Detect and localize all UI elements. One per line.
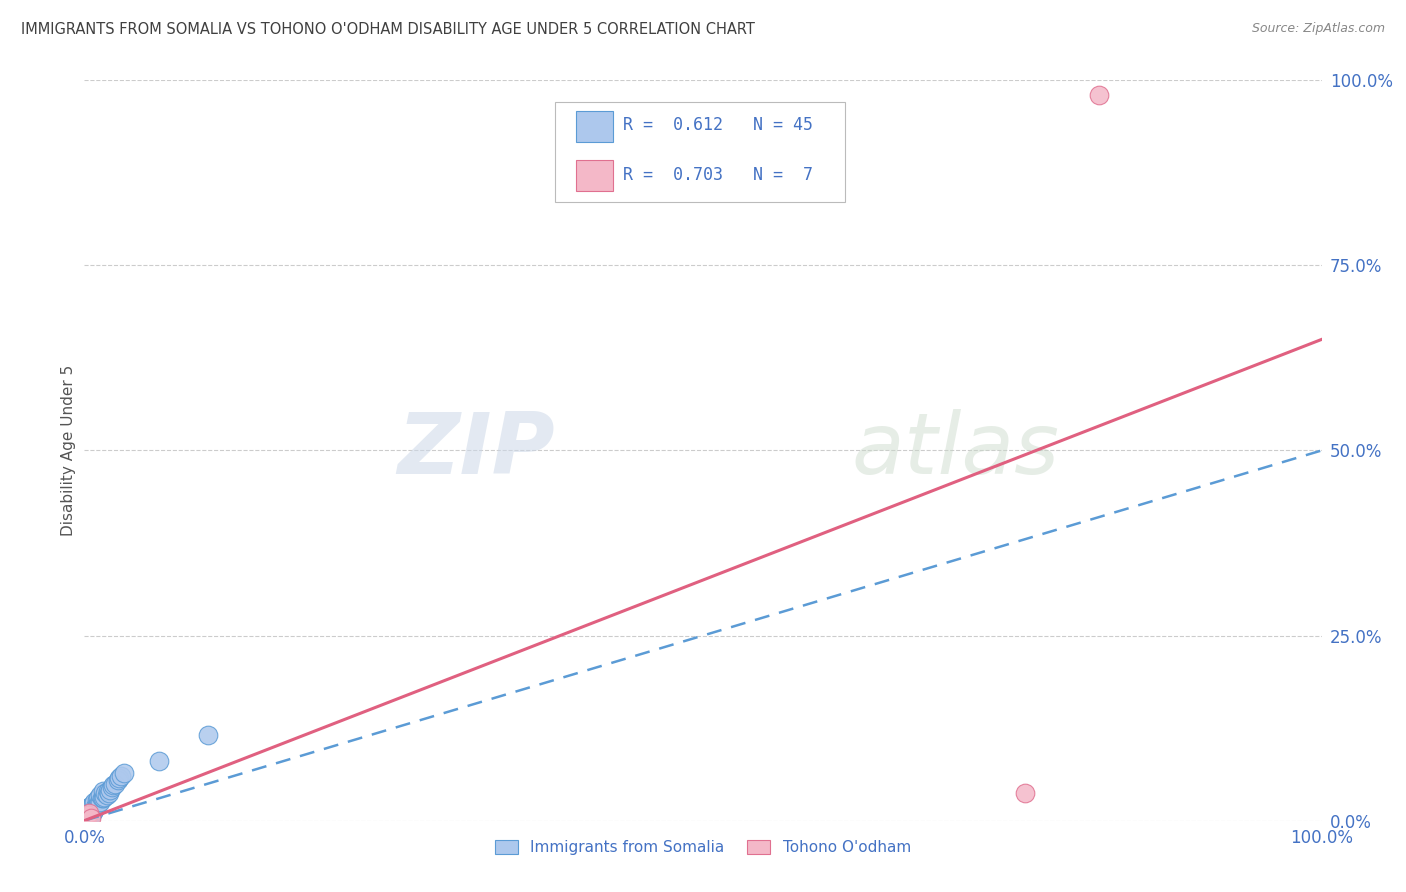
Point	[108, 771, 131, 785]
Point	[79, 807, 101, 822]
Text: Source: ZipAtlas.com: Source: ZipAtlas.com	[1251, 22, 1385, 36]
Point	[82, 805, 104, 819]
FancyBboxPatch shape	[575, 111, 613, 142]
Point	[75, 812, 97, 826]
Point	[93, 789, 115, 804]
Point	[76, 810, 98, 824]
Point	[79, 800, 101, 814]
Point	[79, 806, 101, 821]
FancyBboxPatch shape	[575, 161, 613, 191]
Point	[107, 772, 129, 787]
Point	[75, 812, 97, 826]
Point	[86, 798, 108, 813]
Point	[79, 798, 101, 813]
Point	[89, 788, 111, 802]
Point	[77, 808, 100, 822]
Point	[197, 729, 219, 743]
Point	[96, 788, 118, 802]
Point	[87, 791, 110, 805]
Point	[110, 769, 132, 783]
Text: IMMIGRANTS FROM SOMALIA VS TOHONO O'ODHAM DISABILITY AGE UNDER 5 CORRELATION CHA: IMMIGRANTS FROM SOMALIA VS TOHONO O'ODHA…	[21, 22, 755, 37]
Point	[89, 795, 111, 809]
Point	[80, 798, 103, 813]
Point	[87, 797, 110, 812]
Point	[79, 812, 101, 826]
Point	[79, 806, 101, 821]
Text: R =  0.612   N = 45: R = 0.612 N = 45	[623, 117, 813, 135]
Text: R =  0.703   N =  7: R = 0.703 N = 7	[623, 166, 813, 184]
Y-axis label: Disability Age Under 5: Disability Age Under 5	[60, 365, 76, 536]
Point	[90, 791, 112, 805]
Point	[84, 800, 107, 814]
Point	[91, 784, 114, 798]
FancyBboxPatch shape	[554, 103, 845, 202]
Point	[77, 807, 100, 822]
Point	[97, 784, 120, 798]
Point	[76, 807, 98, 822]
Point	[83, 795, 105, 809]
Point	[100, 780, 122, 795]
Point	[98, 785, 121, 799]
Text: atlas: atlas	[852, 409, 1060, 492]
Point	[80, 806, 103, 821]
Point	[76, 810, 98, 824]
Point	[91, 791, 114, 805]
Point	[89, 795, 111, 809]
Point	[98, 782, 121, 797]
Point	[77, 803, 100, 817]
Point	[82, 797, 104, 812]
Point	[80, 803, 103, 817]
Point	[148, 755, 170, 769]
Point	[77, 807, 100, 822]
Point	[112, 765, 135, 780]
Point	[75, 810, 97, 824]
Point	[86, 793, 108, 807]
Point	[1088, 88, 1111, 103]
Point	[101, 778, 124, 792]
Legend: Immigrants from Somalia, Tohono O'odham: Immigrants from Somalia, Tohono O'odham	[489, 834, 917, 861]
Point	[76, 805, 98, 819]
Point	[1014, 785, 1036, 799]
Point	[94, 785, 117, 799]
Text: ZIP: ZIP	[396, 409, 554, 492]
Point	[83, 803, 105, 817]
Point	[104, 776, 127, 791]
